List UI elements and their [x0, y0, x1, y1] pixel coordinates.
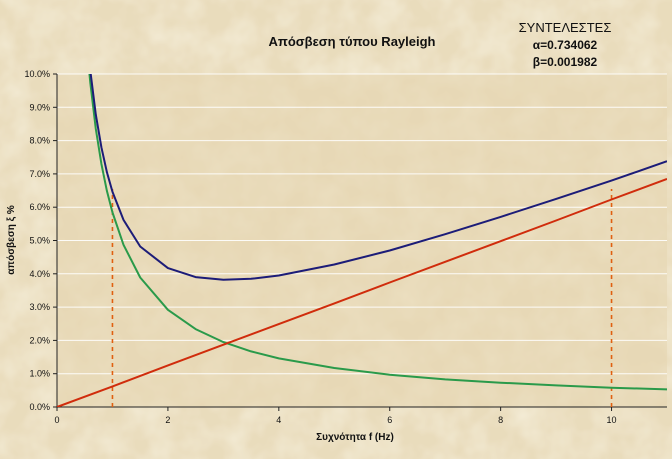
y-tick-label: 8.0% [29, 136, 50, 146]
y-tick-label: 0.0% [29, 402, 50, 412]
series-line-2 [57, 177, 667, 407]
coefficients-heading: ΣΥΝΤΕΛΕΣΤΕΣ [519, 20, 612, 35]
gridlines [53, 73, 667, 411]
y-tick-label: 2.0% [29, 335, 50, 345]
y-tick-label: 7.0% [29, 169, 50, 179]
series-line-3 [89, 74, 667, 281]
alpha-coefficient: α=0.734062 [533, 38, 598, 52]
x-tick-labels: 0 2 4 6 8 10 [54, 415, 616, 425]
y-tick-label: 1.0% [29, 369, 50, 379]
x-axis-label: Συχνότητα f (Hz) [316, 432, 394, 443]
x-tick-label: 2 [165, 415, 170, 425]
x-tick-label: 8 [498, 415, 503, 425]
axes [56, 74, 667, 408]
y-tick-label: 10.0% [24, 69, 50, 79]
x-tick-label: 0 [54, 415, 59, 425]
y-tick-label: 6.0% [29, 202, 50, 212]
x-tick-label: 4 [276, 415, 281, 425]
y-tick-label: 9.0% [29, 102, 50, 112]
beta-coefficient: β=0.001982 [533, 55, 598, 69]
y-axis-label: απόσβεση ξ % [6, 205, 17, 275]
y-tick-label: 3.0% [29, 302, 50, 312]
y-tick-label: 4.0% [29, 269, 50, 279]
series-line-1 [88, 74, 667, 391]
y-tick-labels: 0.0% 1.0% 2.0% 3.0% 4.0% 5.0% 6.0% 7.0% 8.0% 9.0%… [24, 69, 50, 412]
y-tick-label: 5.0% [29, 236, 50, 246]
x-tick-label: 10 [607, 415, 617, 425]
chart-title: Απόσβεση τύπου Rayleigh [269, 34, 436, 49]
x-tick-label: 6 [387, 415, 392, 425]
data-series [57, 74, 667, 407]
